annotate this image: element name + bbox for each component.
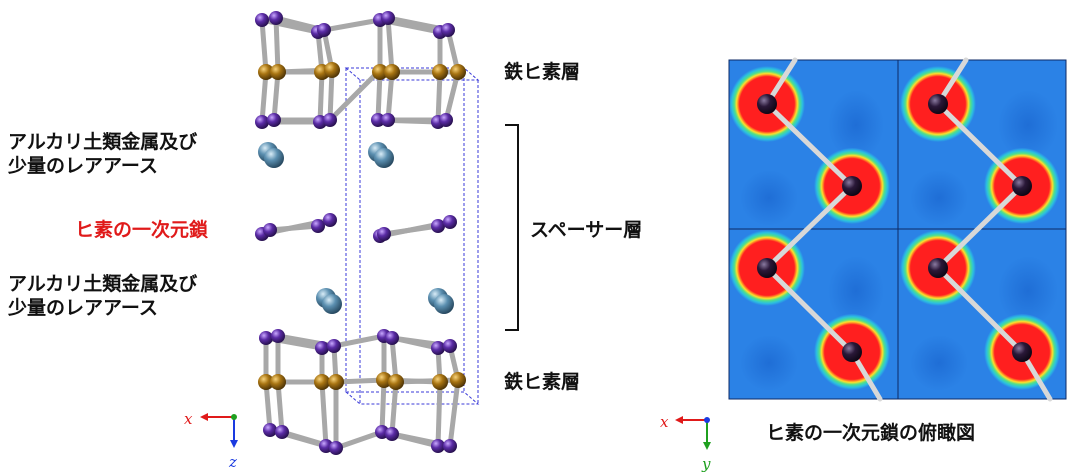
iron-atom xyxy=(450,64,466,80)
arsenic-atom xyxy=(317,23,331,37)
arsenic-atom xyxy=(439,113,453,127)
arsenic-chain-atoms xyxy=(255,213,457,243)
density-map-caption: ヒ素の一次元鎖の俯瞰図 xyxy=(766,422,976,444)
arsenic-atom xyxy=(441,23,455,37)
unit-cell-box xyxy=(344,67,480,405)
arsenic-atom xyxy=(267,113,281,127)
iron-atom xyxy=(324,62,340,78)
arsenic-atom xyxy=(269,11,283,25)
arsenic-chain-label: ヒ素の一次元鎖 xyxy=(75,219,209,241)
z-axis-label: z xyxy=(229,453,237,471)
charge-density-map xyxy=(728,57,1067,402)
arsenic-atom xyxy=(371,113,385,127)
arsenic-atom xyxy=(381,113,395,127)
alkaline-earth-atoms-lower xyxy=(316,288,454,314)
atoms-top-layer xyxy=(255,11,466,129)
iron-arsenic-layer-label-top: 鉄ヒ素層 xyxy=(504,61,581,83)
arsenic-atom xyxy=(255,115,269,129)
arsenic-atom xyxy=(323,113,337,127)
iron-atom xyxy=(384,64,400,80)
xy-axis-indicator xyxy=(675,416,711,450)
spacer-layer-label: スペーサー層 xyxy=(530,219,643,241)
alkaline-earth-label-upper: アルカリ土類金属及び 少量のレアアース xyxy=(8,131,198,177)
x-axis-label-right: x xyxy=(660,413,669,431)
spacer-bracket xyxy=(505,124,519,331)
arsenic-atom xyxy=(255,13,269,27)
iron-atom xyxy=(372,64,388,80)
iron-atom xyxy=(258,64,274,80)
y-axis-label: y xyxy=(702,455,711,473)
xz-axis-indicator xyxy=(200,413,238,448)
iron-atom xyxy=(432,64,448,80)
alkaline-earth-label-lower: アルカリ土類金属及び 少量のレアアース xyxy=(8,273,198,319)
alkaline-earth-atoms-upper xyxy=(258,142,394,168)
atoms-bottom-layer xyxy=(258,329,466,455)
x-axis-label: x xyxy=(184,410,193,428)
arsenic-atom xyxy=(381,11,395,25)
iron-atom xyxy=(270,64,286,80)
iron-arsenic-layer-label-bottom: 鉄ヒ素層 xyxy=(504,371,581,393)
